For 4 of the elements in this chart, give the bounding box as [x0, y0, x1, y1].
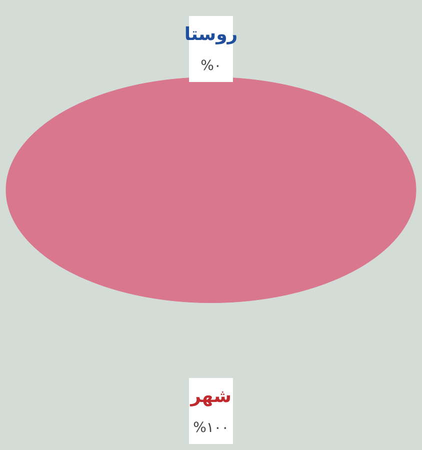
slice-label: شهر: [190, 386, 232, 407]
category-label: روستا: [184, 24, 238, 45]
data-label: %١٠٠: [193, 420, 229, 436]
text: %٠: [200, 58, 222, 74]
